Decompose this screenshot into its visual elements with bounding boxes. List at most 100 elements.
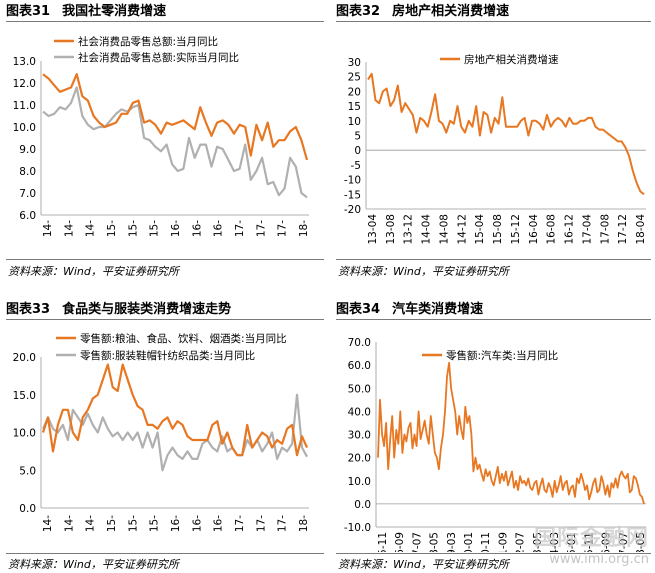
y-tick-label: 40.0 (348, 406, 371, 418)
x-tick-label: 17- (234, 515, 246, 532)
x-tick-label: 10-01 (463, 532, 475, 552)
y-tick-label: 11.0 (13, 100, 36, 112)
x-tick-label: 15-08 (492, 214, 504, 245)
x-tick-label: 17-04 (581, 214, 593, 245)
x-tick-label: 14-08 (438, 214, 450, 245)
y-tick-label: 0 (354, 145, 361, 157)
legend-label: 房地产相关消费增速 (464, 53, 559, 66)
series-line-2 (41, 393, 308, 472)
x-tick-label: 16- (213, 515, 225, 532)
chart-31: 13.0 12.0 11.0 10.0 9.0 8.0 7.0 6.0 14- 14- 14- 15-… (13, 35, 310, 237)
series-line-1 (367, 72, 645, 196)
x-tick-label: 14-03 (549, 532, 561, 552)
y-tick-label: 30.0 (348, 430, 371, 442)
x-tick-label: 16-08 (546, 214, 558, 245)
x-tick-label: 16- (191, 515, 203, 532)
watermark-logo-text: 国际金融网 (533, 526, 649, 551)
title-rule (6, 21, 324, 22)
legend-label: 社会消费品零售总额:实际当月同比 (78, 51, 239, 64)
y-tick-label: 10.0 (13, 428, 36, 440)
x-tick-label: 08-05 (429, 532, 441, 552)
x-tick-label: 13-08 (385, 214, 397, 245)
y-tick-label: 50.0 (348, 383, 371, 395)
y-tick-label: 0.0 (19, 503, 36, 515)
y-tick-label: 0.0 (354, 499, 371, 511)
chart-32: 30 25 20 15 10 5 0 -5 -10 -15 -20 13-04 13-08 13-12 14… (344, 53, 647, 245)
title-rule (336, 21, 651, 22)
title-rule (6, 319, 324, 320)
y-tick-label: -15 (344, 189, 361, 201)
x-tick-label: 14-04 (421, 214, 433, 245)
source-rule (6, 259, 324, 260)
y-tick-label: 12.0 (13, 78, 36, 90)
legend-label: 零售额:服装鞋帽针纺织品类:当月同比 (80, 349, 255, 362)
x-tick-label: 15- (106, 220, 118, 237)
x-tick-label: 13-04 (367, 214, 379, 245)
x-tick-label: 06-09 (394, 532, 406, 552)
y-tick-label: 30 (348, 57, 361, 69)
x-tick-label: 15-12 (510, 214, 522, 245)
panel-34: 图表34 汽车类消费增速 70.0 60.0 50.0 40.0 30.0 20.0 10.0… (336, 298, 651, 573)
x-tick-label: 14-12 (456, 214, 468, 245)
x-tick-label: 15- (149, 220, 161, 237)
panel-title: 图表31 我国社零消费增速 (6, 4, 167, 19)
y-tick-label: 5 (354, 131, 361, 143)
x-tick-label: 17- (255, 515, 267, 532)
x-tick-label: 15- (127, 220, 139, 237)
series-line-1 (42, 73, 309, 161)
x-tick-label: 14- (85, 220, 97, 237)
series-line-2 (42, 86, 308, 199)
y-tick-label: -20 (344, 204, 361, 216)
source-note: 资料来源：Wind，平安证券研究所 (338, 265, 509, 278)
x-tick-label: 14- (85, 515, 97, 532)
source-rule (336, 553, 651, 554)
x-tick-label: 16-04 (528, 214, 540, 245)
panel-33: 图表33 食品类与服装类消费增速走势 20.0 15.0 10.0 5.0 0.0 14- 1… (6, 298, 324, 573)
title-rule (336, 319, 651, 320)
source-rule (336, 259, 651, 260)
y-tick-label: 6.0 (19, 210, 36, 222)
x-tick-label: 17- (277, 220, 289, 237)
x-tick-label: 11-09 (497, 532, 509, 552)
x-tick-label: 15-01 (566, 532, 578, 552)
x-tick-label: 15- (127, 515, 139, 532)
y-tick-label: 10.0 (13, 122, 36, 134)
y-tick-label: 70.0 (348, 337, 371, 349)
panel-title: 图表34 汽车类消费增速 (336, 302, 484, 317)
x-tick-label: 13-12 (403, 214, 415, 245)
x-tick-label: 14- (42, 515, 54, 532)
x-tick-label: 14- (63, 220, 75, 237)
y-tick-label: 7.0 (19, 188, 36, 200)
y-tick-label: 8.0 (19, 166, 36, 178)
y-tick-label: 5.0 (19, 465, 36, 477)
series-line-1 (377, 361, 645, 505)
panel-32: 图表32 房地产相关消费增速 30 25 20 15 10 5 0 -5 -10 -15 -20 13-… (336, 0, 651, 283)
series-line-1 (41, 363, 309, 457)
legend-label: 零售额:汽车类:当月同比 (446, 349, 558, 362)
x-tick-label: 07-07 (411, 532, 423, 552)
y-tick-label: 10.0 (348, 476, 371, 488)
y-tick-label: 20 (348, 86, 361, 98)
source-note: 资料来源：Wind，平安证券研究所 (338, 558, 509, 571)
x-tick-label: 16-09 (601, 532, 613, 552)
chart-34: 70.0 60.0 50.0 40.0 30.0 20.0 10.0 0.0 -10.0 05-1… (344, 337, 647, 552)
x-tick-label: 14- (42, 220, 54, 237)
source-rule (6, 553, 324, 554)
x-tick-label: 18- (298, 515, 310, 532)
x-tick-label: 16-12 (564, 214, 576, 245)
x-tick-label: 17-12 (617, 214, 629, 245)
x-tick-label: 10-11 (480, 532, 492, 552)
y-tick-label: 25 (348, 72, 361, 84)
x-tick-label: 18-05 (635, 532, 647, 552)
panel-31: 图表31 我国社零消费增速 13.0 12.0 11.0 10.0 9.0 8.0 7.0 6.… (6, 0, 324, 283)
y-tick-label: -10 (344, 175, 361, 187)
x-tick-label: 05-11 (377, 532, 389, 552)
x-tick-label: 16- (170, 515, 182, 532)
x-tick-label: 17- (234, 220, 246, 237)
watermark-url: www.imi.org.cn (549, 552, 649, 567)
y-tick-label: 9.0 (19, 144, 36, 156)
y-tick-label: 13.0 (13, 56, 36, 68)
y-tick-label: 60.0 (348, 360, 371, 372)
y-tick-label: 20.0 (348, 453, 371, 465)
panel-title: 图表32 房地产相关消费增速 (336, 4, 510, 19)
